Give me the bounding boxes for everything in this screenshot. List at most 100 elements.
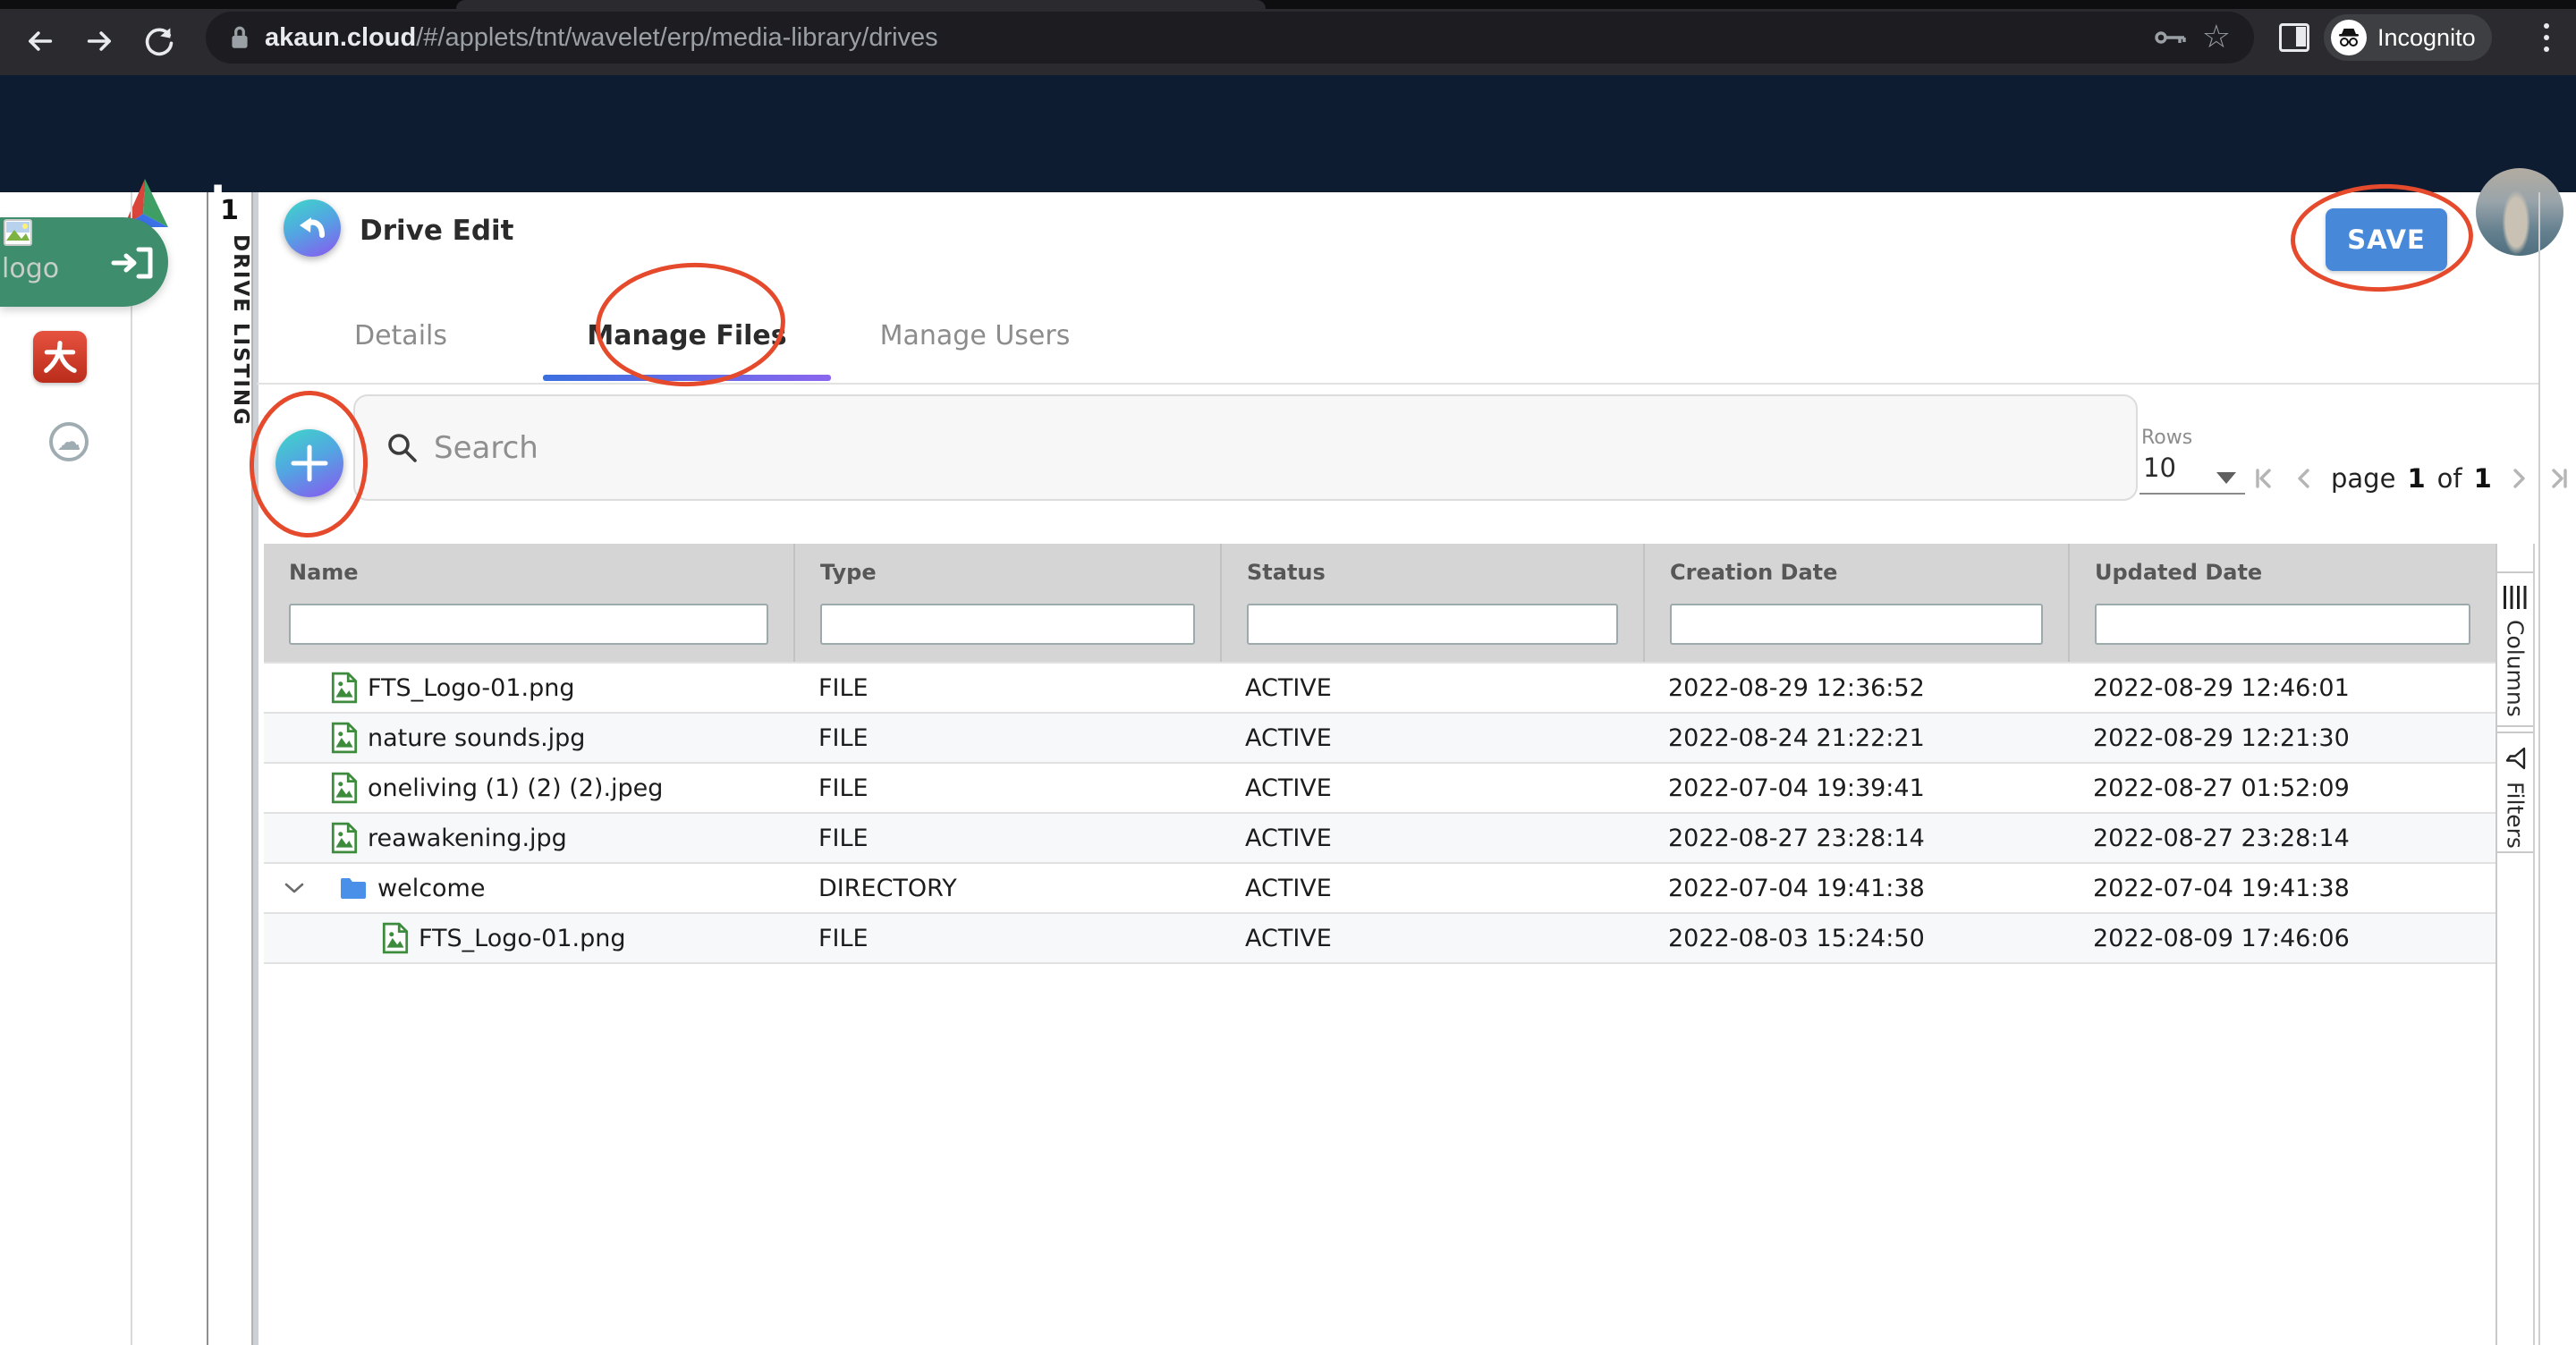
incognito-label: Incognito [2377,23,2476,51]
column-header-updated-date[interactable]: Updated Date [2068,544,2496,601]
file-name-label[interactable]: reawakening.jpg [368,824,567,852]
table-filter-row [264,601,2496,662]
sidebar-applet-dajia-icon[interactable] [33,331,87,383]
side-tab-columns[interactable]: Columns [2497,573,2533,727]
lock-icon [229,24,250,51]
filter-cell-name [264,601,793,662]
browser-active-tab[interactable] [456,0,1266,9]
browser-reload-icon[interactable] [140,21,179,61]
sidebar-applet-cloud-icon[interactable]: ☁ [49,422,89,461]
annotation-circle-save-button [2288,181,2476,295]
incognito-icon [2331,20,2367,55]
annotation-circle-add-button [247,388,370,540]
brand-triangle-icon [123,179,168,227]
rows-select-underline [2140,493,2245,495]
cell-name: FTS_Logo-01.png [264,914,793,962]
tab-manage-files[interactable]: Manage Files [587,320,787,351]
back-button[interactable] [284,199,341,257]
filter-input-name[interactable] [289,604,768,645]
file-name-label[interactable]: FTS_Logo-01.png [419,924,626,952]
file-name-label[interactable]: nature sounds.jpg [368,723,586,752]
file-name-label[interactable]: FTS_Logo-01.png [368,673,575,702]
reply-arrow-icon [300,217,325,238]
next-page-button[interactable] [2504,464,2532,493]
table-row-nature-sounds-jpg-1[interactable]: nature sounds.jpg FILE ACTIVE 2022-08-24 21… [264,712,2496,762]
filter-input-updated-date[interactable] [2095,604,2470,645]
current-page-number: 1 [2407,463,2426,494]
side-tab-filters[interactable]: Filters [2497,732,2533,853]
cell-created: 2022-08-24 21:22:21 [1668,723,1925,752]
table-row-welcome-4[interactable]: welcome DIRECTORY ACTIVE 2022-07-04 19:41:3… [264,862,2496,912]
sidebar-divider [131,192,132,1345]
cell-updated: 2022-07-04 19:41:38 [2093,874,2350,902]
enter-applet-icon[interactable] [111,246,154,283]
column-header-type[interactable]: Type [793,544,1220,601]
total-pages-number: 1 [2473,463,2492,494]
column-header-status[interactable]: Status [1220,544,1643,601]
cell-created: 2022-08-29 12:36:52 [1668,673,1925,702]
file-name-label[interactable]: oneliving (1) (2) (2).jpeg [368,774,664,802]
first-page-button[interactable] [2250,464,2279,493]
browser-toolbar: akaun.cloud/#/applets/tnt/wavelet/erp/me… [0,0,2576,75]
table-row-fts-logo-01-png-5[interactable]: FTS_Logo-01.png FILE ACTIVE 2022-08-03 15:2… [264,912,2496,962]
bookmark-star-icon[interactable]: ☆ [2201,19,2231,55]
column-header-creation-date[interactable]: Creation Date [1643,544,2068,601]
previous-page-button[interactable] [2291,464,2319,493]
page-word: page [2331,463,2396,494]
logo-alt-text: logo [2,253,60,284]
browser-address-bar[interactable]: akaun.cloud/#/applets/tnt/wavelet/erp/me… [206,12,2254,63]
content-scrollbar[interactable] [253,192,258,1345]
browser-forward-icon[interactable] [80,21,120,61]
cell-created: 2022-08-27 23:28:14 [1668,824,1925,852]
sidebar-active-applet[interactable]: logo [0,217,168,307]
browser-back-icon[interactable] [20,21,59,61]
chevron-down-icon[interactable] [283,881,306,895]
side-panel-cap [2497,544,2533,573]
column-header-name[interactable]: Name [289,560,359,585]
cell-name: FTS_Logo-01.png [264,664,793,712]
filter-input-type[interactable] [820,604,1195,645]
cell-name: oneliving (1) (2) (2).jpeg [264,764,793,812]
table-body: FTS_Logo-01.png FILE ACTIVE 2022-08-29 12:3… [264,662,2496,962]
password-key-icon[interactable] [2154,28,2188,47]
right-divider-inner [2533,544,2535,1345]
cell-status: ACTIVE [1245,723,1332,752]
file-name-label[interactable]: welcome [377,874,486,902]
incognito-badge: Incognito [2324,14,2492,61]
filter-input-creation-date[interactable] [1670,604,2043,645]
table-row-fts-logo-01-png-0[interactable]: FTS_Logo-01.png FILE ACTIVE 2022-08-29 12:3… [264,662,2496,712]
cell-type: FILE [818,824,869,852]
tab-manage-users[interactable]: Manage Users [879,320,1071,351]
cell-status: ACTIVE [1245,774,1332,802]
add-file-button[interactable] [275,429,343,497]
table-header-row: Name Type Status Creation Date Updated Date [264,544,2496,601]
side-panel-icon[interactable] [2279,23,2309,52]
url-host: akaun.cloud [265,22,417,52]
filter-cell-type [793,601,1220,662]
active-tab-underline [543,375,831,381]
table-row-oneliving-1-2-2-jpeg-2[interactable]: oneliving (1) (2) (2).jpeg FILE ACTIVE 2022… [264,762,2496,812]
tab-details[interactable]: Details [353,320,447,351]
search-input[interactable]: Search [353,394,2138,501]
cell-status: ACTIVE [1245,824,1332,852]
browser-tab-strip [0,0,2576,9]
last-page-button[interactable] [2544,464,2572,493]
annotation-circle-manage-files [592,258,789,392]
right-divider-outer [2538,192,2540,1345]
browser-menu-icon[interactable] [2544,23,2549,54]
cell-created: 2022-07-04 19:39:41 [1668,774,1925,802]
drawer-tab-drive-listing[interactable]: DRIVE LISTING [229,234,252,427]
cell-updated: 2022-08-27 23:28:14 [2093,824,2350,852]
cell-type: FILE [818,774,869,802]
image-file-icon [331,672,358,704]
avatar[interactable] [2476,168,2563,256]
filter-input-status[interactable] [1247,604,1618,645]
rows-per-page-select[interactable]: 10 [2143,453,2176,483]
columns-icon [2504,586,2527,609]
table-row-reawakening-jpg-3[interactable]: reawakening.jpg FILE ACTIVE 2022-08-27 23:2… [264,812,2496,862]
save-button[interactable]: SAVE [2326,208,2447,271]
chevron-down-icon[interactable] [2216,472,2236,484]
of-word: of [2436,463,2462,494]
cell-updated: 2022-08-09 17:46:06 [2093,924,2350,952]
image-file-icon [331,822,358,854]
